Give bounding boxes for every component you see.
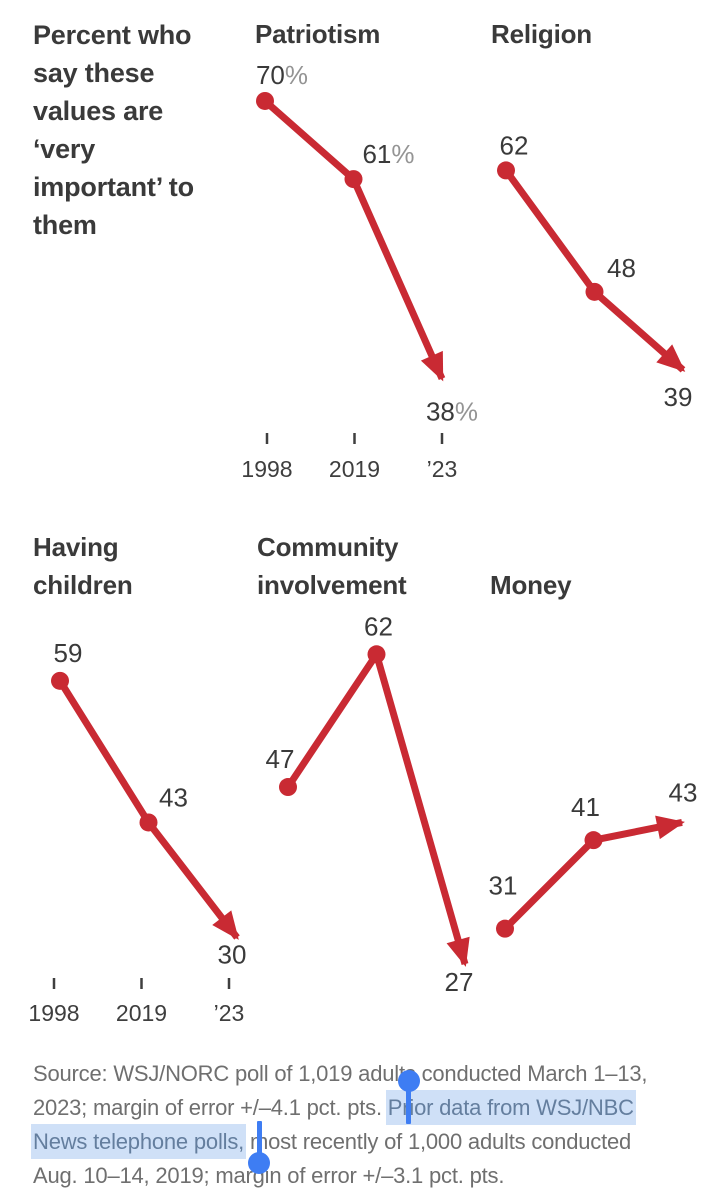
data-point [584, 831, 603, 850]
trend-line-religion [503, 168, 686, 373]
value-label: 30 [218, 940, 247, 970]
trend-line-money [502, 815, 685, 932]
value-label: 27 [445, 967, 474, 997]
axis-label: 2019 [116, 1000, 167, 1026]
chart-note: Percent who say these values are ‘very i… [33, 20, 194, 240]
source-line: News telephone polls, most recently of 1… [31, 1124, 713, 1159]
source-text: 2023; margin of error +/–4.1 pct. pts. [33, 1095, 388, 1120]
axis-label: ’23 [427, 456, 458, 482]
value-label: 38% [426, 397, 478, 427]
chart-title-religion: Religion [491, 19, 592, 49]
chart-money: 31 41 43 [489, 777, 698, 938]
chart-religion: 62 48 39 [497, 130, 692, 412]
chart-patriotism: 70% 61% 38% 1998 2019 ’23 [241, 60, 478, 482]
trend-line-patriotism [262, 98, 446, 382]
source-line: Aug. 10–14, 2019; margin of error +/–3.1… [33, 1159, 713, 1193]
data-point [367, 645, 386, 664]
chart-title-community-involvement: Community involvement [257, 532, 407, 600]
axis-label: 1998 [28, 1000, 79, 1026]
source-note: Source: WSJ/NORC poll of 1,019 adults co… [31, 1057, 713, 1193]
selection-start-caret[interactable] [406, 1090, 411, 1124]
value-label: 70% [256, 60, 308, 90]
value-label: 59 [54, 638, 83, 668]
data-point [256, 91, 274, 110]
chart-community-involvement: 47 62 27 [266, 611, 474, 997]
chart-title-money: Money [490, 570, 572, 600]
value-label: 43 [669, 777, 698, 807]
data-point [344, 170, 363, 189]
source-text: Source: WSJ/NORC poll of 1,019 adults co… [33, 1061, 648, 1086]
value-label: 31 [489, 871, 518, 901]
data-point [585, 282, 604, 301]
chart-title-patriotism: Patriotism [255, 19, 381, 49]
value-label: 39 [664, 382, 693, 412]
data-point [497, 161, 515, 180]
data-point [496, 919, 514, 938]
selection-start-handle[interactable] [398, 1070, 420, 1092]
chart-title-having-children: Having children [33, 532, 133, 600]
value-label: 48 [607, 253, 636, 283]
axis-label: ’23 [214, 1000, 245, 1026]
trend-line-having-children [57, 678, 240, 940]
x-axis-having-children: 1998 2019 ’23 [28, 978, 244, 1026]
value-label: 47 [266, 744, 295, 774]
data-point [279, 778, 297, 797]
source-line: Source: WSJ/NORC poll of 1,019 adults co… [33, 1057, 713, 1091]
value-label: 61% [362, 139, 414, 169]
trend-line-community-involvement [285, 650, 470, 967]
selected-text: News telephone polls, [31, 1124, 247, 1159]
value-label: 62 [500, 130, 529, 160]
chart-having-children: 59 43 30 1998 2019 ’23 [28, 638, 246, 1026]
selection-end-handle[interactable] [248, 1152, 270, 1174]
selection-end-caret[interactable] [257, 1121, 262, 1157]
selected-text: Prior data from WSJ/NBC [385, 1090, 636, 1125]
axis-label: 1998 [241, 456, 292, 482]
x-axis-patriotism: 1998 2019 ’23 [241, 433, 457, 482]
value-label: 41 [571, 792, 600, 822]
value-label: 62 [364, 611, 393, 641]
data-point [51, 671, 69, 690]
axis-label: 2019 [329, 456, 380, 482]
data-point [139, 813, 158, 832]
source-text: most recently of 1,000 adults conducted [244, 1129, 632, 1154]
value-label: 43 [159, 782, 188, 812]
source-line: 2023; margin of error +/–4.1 pct. pts. P… [33, 1090, 713, 1125]
